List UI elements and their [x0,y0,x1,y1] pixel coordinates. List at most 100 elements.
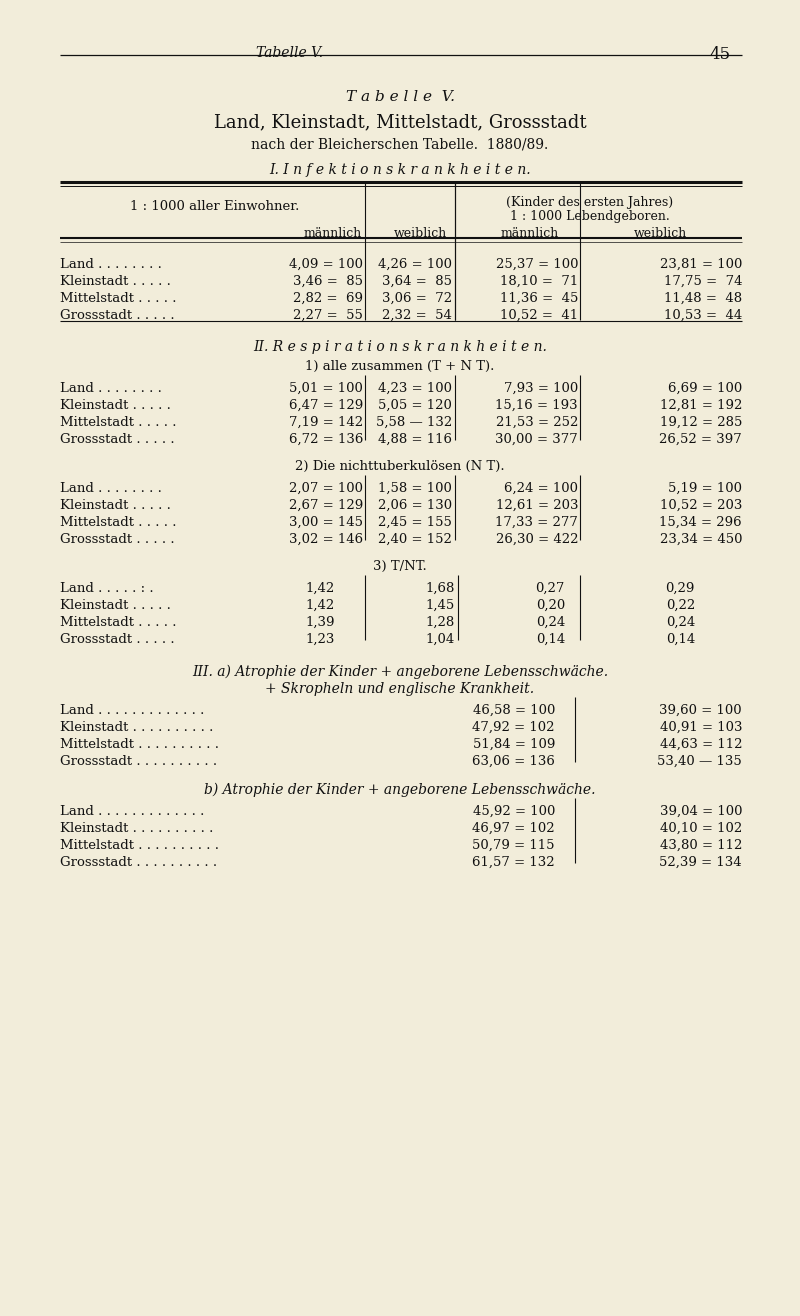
Text: 23,81 = 100: 23,81 = 100 [660,258,742,271]
Text: 47,92 = 102: 47,92 = 102 [473,721,555,734]
Text: 1,68: 1,68 [426,582,455,595]
Text: 4,88 = 116: 4,88 = 116 [378,433,452,446]
Text: 12,81 = 192: 12,81 = 192 [660,399,742,412]
Text: Tabelle V.: Tabelle V. [257,46,323,61]
Text: 2,06 = 130: 2,06 = 130 [378,499,452,512]
Text: 4,09 = 100: 4,09 = 100 [289,258,363,271]
Text: 6,72 = 136: 6,72 = 136 [289,433,363,446]
Text: 1 : 1000 aller Einwohner.: 1 : 1000 aller Einwohner. [130,200,300,213]
Text: 0,24: 0,24 [666,616,695,629]
Text: 63,06 = 136: 63,06 = 136 [472,755,555,769]
Text: 11,48 =  48: 11,48 = 48 [664,292,742,305]
Text: Mittelstadt . . . . .: Mittelstadt . . . . . [60,616,177,629]
Text: 2,82 =  69: 2,82 = 69 [293,292,363,305]
Text: Land . . . . . . . . . . . . .: Land . . . . . . . . . . . . . [60,704,204,717]
Text: 4,26 = 100: 4,26 = 100 [378,258,452,271]
Text: Land . . . . . . . .: Land . . . . . . . . [60,482,162,495]
Text: 2,27 =  55: 2,27 = 55 [293,309,363,322]
Text: 46,97 = 102: 46,97 = 102 [472,822,555,834]
Text: 45: 45 [710,46,730,63]
Text: 3,00 = 145: 3,00 = 145 [289,516,363,529]
Text: 3,64 =  85: 3,64 = 85 [382,275,452,288]
Text: 26,52 = 397: 26,52 = 397 [659,433,742,446]
Text: 10,53 =  44: 10,53 = 44 [664,309,742,322]
Text: 1,04: 1,04 [426,633,455,646]
Text: männlich: männlich [304,226,362,240]
Text: Kleinstadt . . . . . . . . . .: Kleinstadt . . . . . . . . . . [60,822,214,834]
Text: 7,19 = 142: 7,19 = 142 [289,416,363,429]
Text: Kleinstadt . . . . .: Kleinstadt . . . . . [60,275,171,288]
Text: 1,42: 1,42 [306,599,335,612]
Text: (Kinder des ersten Jahres): (Kinder des ersten Jahres) [506,196,674,209]
Text: Land . . . . . . . .: Land . . . . . . . . [60,382,162,395]
Text: 6,24 = 100: 6,24 = 100 [504,482,578,495]
Text: nach der Bleicherschen Tabelle.  1880/89.: nach der Bleicherschen Tabelle. 1880/89. [251,138,549,153]
Text: 39,60 = 100: 39,60 = 100 [659,704,742,717]
Text: Kleinstadt . . . . .: Kleinstadt . . . . . [60,499,171,512]
Text: weiblich: weiblich [394,226,446,240]
Text: 23,34 = 450: 23,34 = 450 [659,533,742,546]
Text: Grossstadt . . . . .: Grossstadt . . . . . [60,433,174,446]
Text: Land . . . . . . . .: Land . . . . . . . . [60,258,162,271]
Text: 0,14: 0,14 [536,633,565,646]
Text: 2,32 =  54: 2,32 = 54 [382,309,452,322]
Text: 61,57 = 132: 61,57 = 132 [472,855,555,869]
Text: männlich: männlich [501,226,559,240]
Text: 0,22: 0,22 [666,599,695,612]
Text: weiblich: weiblich [634,226,686,240]
Text: 1,58 = 100: 1,58 = 100 [378,482,452,495]
Text: 43,80 = 112: 43,80 = 112 [660,840,742,851]
Text: 3,02 = 146: 3,02 = 146 [289,533,363,546]
Text: Land . . . . . . . . . . . . .: Land . . . . . . . . . . . . . [60,805,204,819]
Text: 11,36 =  45: 11,36 = 45 [500,292,578,305]
Text: + Skropheln und englische Krankheit.: + Skropheln und englische Krankheit. [266,682,534,696]
Text: 45,92 = 100: 45,92 = 100 [473,805,555,819]
Text: 15,16 = 193: 15,16 = 193 [495,399,578,412]
Text: 7,93 = 100: 7,93 = 100 [504,382,578,395]
Text: Grossstadt . . . . .: Grossstadt . . . . . [60,633,174,646]
Text: 5,58 — 132: 5,58 — 132 [376,416,452,429]
Text: 0,20: 0,20 [536,599,565,612]
Text: T a b e l l e  V.: T a b e l l e V. [346,89,454,104]
Text: 5,01 = 100: 5,01 = 100 [289,382,363,395]
Text: 50,79 = 115: 50,79 = 115 [473,840,555,851]
Text: Grossstadt . . . . .: Grossstadt . . . . . [60,309,174,322]
Text: 1,28: 1,28 [426,616,455,629]
Text: 6,47 = 129: 6,47 = 129 [289,399,363,412]
Text: Grossstadt . . . . . . . . . .: Grossstadt . . . . . . . . . . [60,755,217,769]
Text: 3,06 =  72: 3,06 = 72 [382,292,452,305]
Text: 46,58 = 100: 46,58 = 100 [473,704,555,717]
Text: II. R e s p i r a t i o n s k r a n k h e i t e n.: II. R e s p i r a t i o n s k r a n k h … [253,340,547,354]
Text: 5,05 = 120: 5,05 = 120 [378,399,452,412]
Text: 1,42: 1,42 [306,582,335,595]
Text: 6,69 = 100: 6,69 = 100 [668,382,742,395]
Text: Grossstadt . . . . .: Grossstadt . . . . . [60,533,174,546]
Text: 44,63 = 112: 44,63 = 112 [659,738,742,751]
Text: 4,23 = 100: 4,23 = 100 [378,382,452,395]
Text: 1) alle zusammen (T + N T).: 1) alle zusammen (T + N T). [306,361,494,372]
Text: 10,52 =  41: 10,52 = 41 [500,309,578,322]
Text: b) Atrophie der Kinder + angeborene Lebensschwäche.: b) Atrophie der Kinder + angeborene Lebe… [204,783,596,797]
Text: 0,29: 0,29 [666,582,695,595]
Text: Mittelstadt . . . . . . . . . .: Mittelstadt . . . . . . . . . . [60,840,219,851]
Text: 26,30 = 422: 26,30 = 422 [495,533,578,546]
Text: 3,46 =  85: 3,46 = 85 [293,275,363,288]
Text: Land . . . . . : .: Land . . . . . : . [60,582,162,595]
Text: 17,75 =  74: 17,75 = 74 [663,275,742,288]
Text: Mittelstadt . . . . .: Mittelstadt . . . . . [60,516,177,529]
Text: Mittelstadt . . . . .: Mittelstadt . . . . . [60,416,177,429]
Text: Kleinstadt . . . . . . . . . .: Kleinstadt . . . . . . . . . . [60,721,214,734]
Text: 52,39 = 134: 52,39 = 134 [659,855,742,869]
Text: 51,84 = 109: 51,84 = 109 [473,738,555,751]
Text: 1,23: 1,23 [306,633,335,646]
Text: 21,53 = 252: 21,53 = 252 [496,416,578,429]
Text: Grossstadt . . . . . . . . . .: Grossstadt . . . . . . . . . . [60,855,217,869]
Text: 40,91 = 103: 40,91 = 103 [659,721,742,734]
Text: 2,45 = 155: 2,45 = 155 [378,516,452,529]
Text: 1 : 1000 Lebendgeboren.: 1 : 1000 Lebendgeboren. [510,211,670,222]
Text: 10,52 = 203: 10,52 = 203 [660,499,742,512]
Text: III. a) Atrophie der Kinder + angeborene Lebensschwäche.: III. a) Atrophie der Kinder + angeborene… [192,665,608,679]
Text: 19,12 = 285: 19,12 = 285 [660,416,742,429]
Text: 0,14: 0,14 [666,633,695,646]
Text: 30,00 = 377: 30,00 = 377 [495,433,578,446]
